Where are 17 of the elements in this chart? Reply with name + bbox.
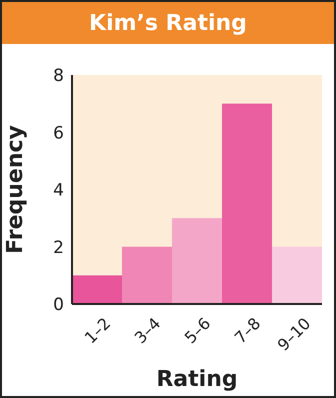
y-tick-label: 4 [53, 180, 64, 201]
x-tick-label: 3–4 [130, 314, 164, 348]
x-tick-label: 5–6 [180, 314, 214, 348]
chart-title: Kim’s Rating [2, 2, 334, 44]
y-tick-label: 2 [53, 238, 64, 258]
bar [72, 275, 122, 304]
bar [272, 246, 322, 304]
bar [222, 104, 272, 304]
x-tick-label: 1–2 [80, 314, 114, 348]
bar [122, 246, 172, 304]
y-tick-label: 8 [53, 66, 64, 86]
x-tick-label: 7–8 [230, 314, 264, 348]
y-tick-label: 0 [53, 295, 64, 316]
bar [172, 218, 222, 304]
x-axis-title: Rating [156, 367, 238, 392]
y-axis-title: Frequency [2, 125, 28, 254]
y-tick-label: 6 [53, 123, 64, 144]
